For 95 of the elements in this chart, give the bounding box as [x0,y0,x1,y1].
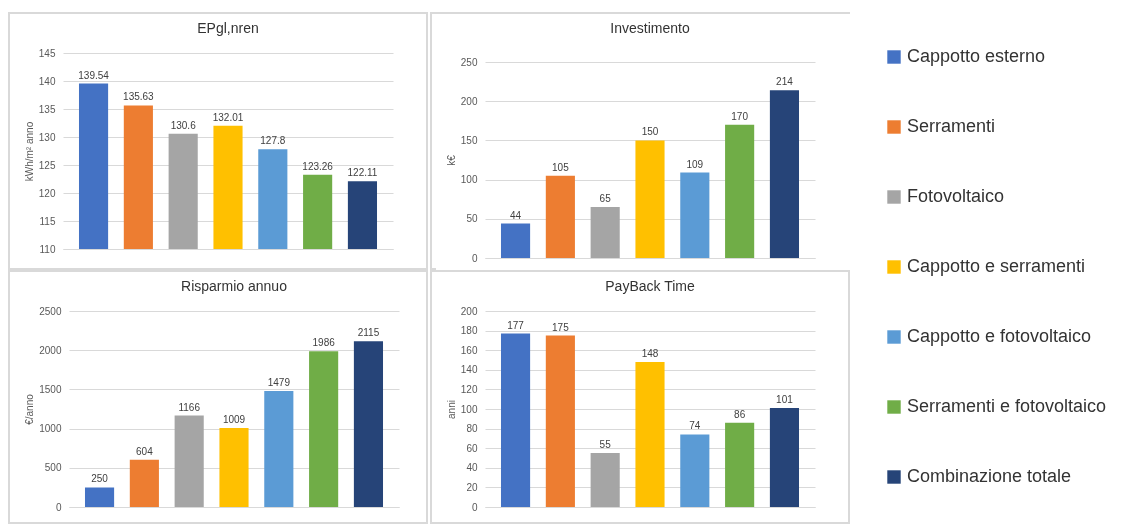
legend-label: Serramenti [907,116,996,136]
y-tick-label: 160 [460,344,478,356]
data-label: 105 [552,161,570,173]
chart-title: Investimento [610,20,690,36]
legend-label: Combinazione totale [907,466,1072,486]
data-label: 1009 [222,413,246,425]
legend-label: Cappotto e serramenti [907,256,1086,276]
data-label: 175 [552,321,570,333]
bar [725,422,755,507]
y-tick-label: 40 [466,462,478,474]
y-tick-label: 500 [44,462,62,474]
y-tick-label: 0 [471,501,478,513]
y-tick-label: 100 [460,174,478,186]
legend-label: Cappotto esterno [907,46,1046,66]
y-tick-label: 2000 [39,344,62,356]
bar [769,408,800,507]
legend-label: Fotovoltaico [907,186,1005,206]
chart-title: EPgl,nren [197,20,259,36]
y-tick-label: 135 [38,103,56,115]
data-label: 1986 [312,337,336,349]
data-label: 55 [599,439,612,451]
y-axis-title: k€ [445,154,457,166]
data-label: 177 [507,319,525,331]
y-tick-label: 80 [466,423,478,435]
y-tick-label: 2500 [39,305,62,317]
data-label: 135.63 [123,91,155,103]
legend-label: Cappotto e fotovoltaico [907,326,1092,346]
data-label: 109 [686,158,704,170]
y-tick-label: 145 [38,47,56,59]
data-label: 130.6 [170,119,197,131]
data-label: 604 [136,445,154,457]
bar [264,391,294,507]
data-label: 44 [509,209,522,221]
data-label: 150 [641,126,659,138]
y-tick-label: 1500 [39,383,62,395]
y-tick-label: 110 [39,243,56,255]
y-tick-label: 140 [460,364,478,376]
data-label: 122.11 [347,167,378,179]
y-tick-label: 125 [38,159,56,171]
bar [219,427,249,507]
data-label: 1166 [178,401,201,413]
data-label: 74 [689,420,701,432]
bar [545,175,575,258]
chart-title: Risparmio annuo [181,278,288,294]
bar [500,223,531,258]
y-axis-title: anni [445,400,457,419]
y-axis-title: kWh/m² anno [23,121,35,182]
y-tick-label: 120 [38,187,56,199]
y-tick-label: 150 [460,134,478,146]
data-label: 170 [731,110,749,122]
y-tick-label: 0 [471,252,478,264]
y-tick-label: 200 [460,305,478,317]
y-tick-label: 200 [460,95,478,107]
y-tick-label: 140 [38,75,56,87]
data-label: 65 [599,193,612,205]
bar [590,453,620,507]
data-label: 123.26 [302,160,334,172]
data-label: 86 [734,408,746,420]
bar [84,487,115,507]
data-label: 148 [641,347,659,359]
data-label: 2115 [357,327,380,339]
y-tick-label: 50 [466,213,478,225]
bar [353,341,384,507]
y-tick-label: 0 [55,501,62,513]
data-label: 101 [776,394,794,406]
bar [635,361,665,507]
bar [545,335,575,507]
bar [725,124,755,258]
bar [680,172,710,258]
bar [590,207,620,258]
data-label: 127.8 [260,135,286,147]
y-tick-label: 1000 [39,423,62,435]
bar [680,434,710,507]
bar [500,333,531,507]
y-tick-label: 100 [460,403,478,415]
bar [309,351,339,507]
data-label: 214 [776,76,794,88]
y-tick-label: 20 [466,481,478,493]
y-tick-label: 250 [460,56,478,68]
bar [174,415,204,507]
data-label: 1479 [267,377,291,389]
y-tick-label: 60 [466,442,478,454]
bar [635,140,665,258]
bar [769,90,800,258]
data-label: 139.54 [78,69,110,81]
y-tick-label: 120 [460,383,478,395]
y-tick-label: 115 [39,215,56,227]
y-tick-label: 130 [38,131,56,143]
chart-title: PayBack Time [605,278,695,294]
y-tick-label: 180 [460,325,478,337]
y-axis-title: €/anno [24,393,36,425]
data-label: 132.01 [212,111,244,123]
bar [129,459,159,507]
data-label: 250 [91,473,109,485]
legend-label: Serramenti e fotovoltaico [907,396,1107,416]
